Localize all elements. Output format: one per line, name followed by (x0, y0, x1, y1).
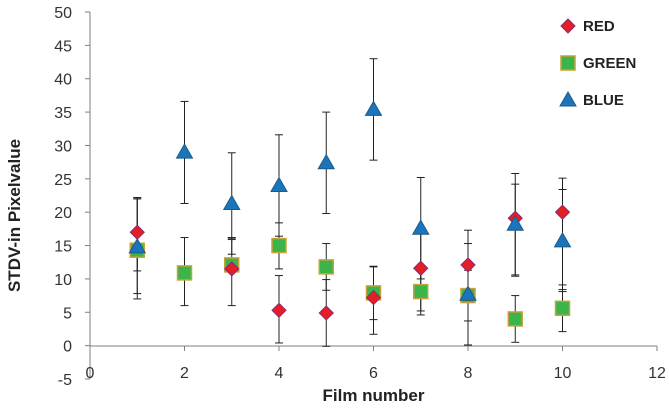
y-tick-label: 50 (54, 5, 72, 22)
y-tick-label: 30 (54, 138, 72, 155)
y-tick-label: 10 (54, 272, 72, 289)
legend-item-red: RED (560, 18, 615, 35)
data-point-green (176, 265, 193, 281)
data-point-red (129, 224, 145, 240)
data-point-blue (222, 194, 241, 211)
data-point-green (554, 300, 571, 317)
data-point-blue (459, 285, 477, 301)
data-point-red (318, 305, 334, 321)
y-axis-title: STDV-in Pixelvalue (5, 139, 24, 292)
legend-item-green: GREEN (560, 55, 636, 72)
legend-marker-red (560, 18, 576, 34)
y-tick-label: 0 (63, 339, 72, 356)
x-tick-label: 12 (648, 365, 666, 382)
y-tick-label: 25 (54, 172, 72, 189)
data-point-green (413, 283, 429, 300)
data-point-red (271, 302, 287, 318)
legend-item-blue: BLUE (559, 90, 624, 109)
x-tick-label: 2 (180, 365, 189, 382)
y-tick-label: 5 (63, 305, 72, 322)
legend-label-blue: BLUE (583, 92, 624, 109)
x-tick-label: 6 (369, 365, 378, 382)
data-point-green (507, 311, 523, 327)
data-point-red (365, 289, 382, 306)
data-point-green (318, 259, 334, 275)
data-point-blue (317, 153, 336, 170)
y-tick-label: 40 (54, 72, 72, 89)
data-point-red (460, 257, 476, 273)
data-point-blue (175, 143, 194, 159)
legend-label-green: GREEN (583, 55, 636, 72)
y-tick-label: -5 (58, 372, 72, 389)
y-tick-label: 45 (54, 38, 72, 55)
y-tick-label: 15 (54, 239, 72, 256)
data-point-blue (506, 215, 525, 231)
data-point-red (224, 261, 240, 277)
data-point-blue (411, 219, 430, 235)
legend-label-red: RED (583, 18, 615, 35)
data-point-blue (553, 231, 572, 248)
data-point-green (271, 237, 287, 254)
y-tick-label: 20 (54, 205, 72, 222)
x-tick-label: 8 (464, 365, 473, 382)
data-point-blue (270, 176, 288, 192)
data-point-red (554, 204, 571, 220)
x-tick-label: 4 (275, 365, 284, 382)
data-point-blue (128, 237, 147, 254)
chart-legend: RED GREEN BLUE (559, 18, 636, 109)
error-bars (133, 58, 567, 347)
chart-ticks: -5 0 5 10 15 20 25 30 35 40 45 50 0 2 4 6 8 10 12 (54, 5, 666, 389)
data-point-red (413, 260, 429, 276)
x-tick-label: 10 (554, 365, 572, 382)
x-axis-title: Film number (322, 386, 424, 405)
data-point-blue (364, 100, 383, 116)
y-tick-label: 35 (54, 105, 72, 122)
x-tick-label: 0 (86, 365, 95, 382)
data-points (128, 100, 572, 327)
legend-marker-blue (559, 90, 577, 107)
legend-marker-green (560, 55, 576, 71)
